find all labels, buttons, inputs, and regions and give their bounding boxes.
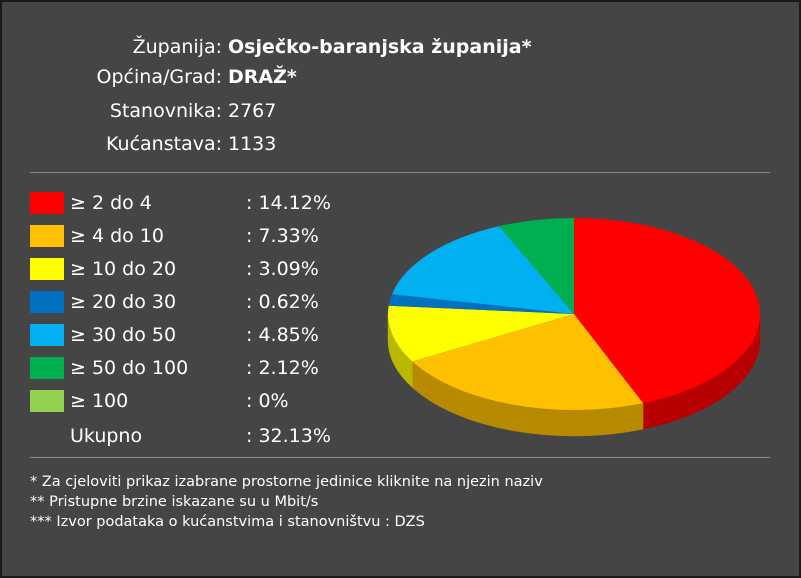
header-label: Kućanstava: xyxy=(106,133,222,155)
header-value[interactable]: Osječko-baranjska županija* xyxy=(228,36,532,58)
note: ** Pristupne brzine iskazane su u Mbit/s xyxy=(30,494,319,510)
legend-label: ≥ 2 do 4 xyxy=(70,192,152,214)
slice xyxy=(392,226,574,314)
separator xyxy=(30,172,770,173)
legend-value: : 2.12% xyxy=(246,357,319,379)
legend-value: : 4.85% xyxy=(246,324,319,346)
header-row: Županija: Osječko-baranjska županija* xyxy=(2,32,532,62)
legend-value: : 14.12% xyxy=(246,192,331,214)
legend-swatch xyxy=(30,390,64,412)
slice xyxy=(574,218,760,404)
total-value: : 32.13% xyxy=(246,425,331,447)
header-value: DRAŽ* xyxy=(228,66,297,88)
legend-swatch xyxy=(30,192,64,214)
header-row: Kućanstava: 1133 xyxy=(2,129,276,159)
header-row: Općina/Grad: DRAŽ* xyxy=(2,62,297,92)
header-label: Županija: xyxy=(132,36,222,58)
legend-value: : 7.33% xyxy=(246,225,319,247)
legend-swatch xyxy=(30,324,64,346)
legend-label: ≥ 4 do 10 xyxy=(70,225,164,247)
legend-label: ≥ 20 do 30 xyxy=(70,291,177,313)
header-label: Stanovnika: xyxy=(109,100,222,122)
note: *** Izvor podataka o kućanstvima i stano… xyxy=(30,514,425,530)
legend-label: ≥ 30 do 50 xyxy=(70,324,177,346)
legend-swatch xyxy=(30,225,64,247)
header-label: Općina/Grad: xyxy=(96,66,222,88)
legend-value: : 3.09% xyxy=(246,258,319,280)
total-label: Ukupno xyxy=(70,425,143,447)
slice xyxy=(388,294,574,314)
separator xyxy=(30,457,770,458)
header-row: Stanovnika: 2767 xyxy=(2,96,276,126)
legend-label: ≥ 50 do 100 xyxy=(70,357,189,379)
legend-value: : 0% xyxy=(246,390,289,412)
legend-label: ≥ 10 do 20 xyxy=(70,258,177,280)
note: * Za cjeloviti prikaz izabrane prostorne… xyxy=(30,474,543,490)
legend-value: : 0.62% xyxy=(246,291,319,313)
legend-label: ≥ 100 xyxy=(70,390,129,412)
header-value: 2767 xyxy=(228,100,277,122)
slice xyxy=(412,314,644,411)
slice xyxy=(387,305,574,362)
header-value: 1133 xyxy=(228,133,277,155)
legend-swatch xyxy=(30,291,64,313)
slice xyxy=(499,218,574,314)
notes: * Za cjeloviti prikaz izabrane prostorne… xyxy=(30,472,760,532)
legend-swatch xyxy=(30,258,64,280)
legend-swatch xyxy=(30,357,64,379)
